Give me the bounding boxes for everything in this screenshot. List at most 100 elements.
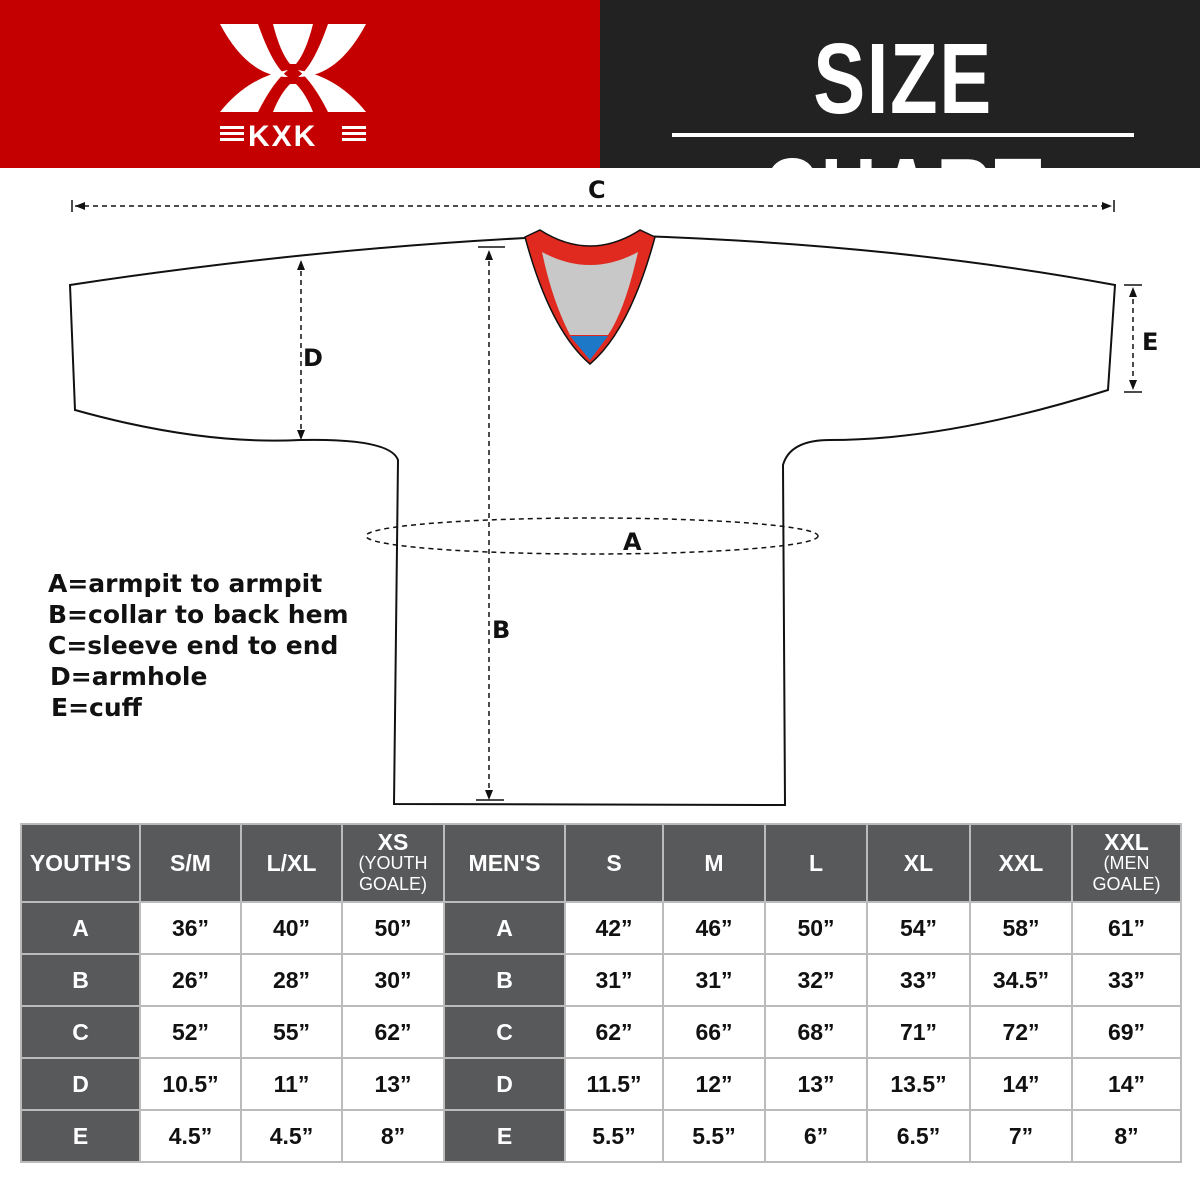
column-header: S/M	[139, 823, 242, 903]
size-table: YOUTH'S S/M L/XL XS (YOUTH GOALE) MEN'S S M L XL XX…	[20, 823, 1182, 1163]
row-label: D	[443, 1057, 566, 1111]
column-header-label: L	[808, 850, 824, 876]
legend-a: A=armpit to armpit	[48, 569, 323, 598]
column-header-label: XL	[903, 850, 934, 876]
table-cell: 46”	[662, 901, 766, 955]
label-b: B	[492, 616, 511, 644]
column-header-label: S/M	[170, 850, 211, 876]
table-cell: 5.5”	[662, 1109, 766, 1163]
column-header-label: S	[606, 850, 622, 876]
table-cell: 26”	[139, 953, 242, 1007]
table-row: B 26” 28” 30” B 31” 31” 32” 33” 34.5” 33”	[20, 953, 1182, 1007]
row-label: D	[20, 1057, 141, 1111]
table-cell: 71”	[866, 1005, 971, 1059]
table-cell: 62”	[564, 1005, 664, 1059]
table-cell: 40”	[240, 901, 343, 955]
table-cell: 13.5”	[866, 1057, 971, 1111]
logo-text: KXK	[248, 120, 318, 153]
legend-b: B=collar to back hem	[48, 600, 349, 629]
table-header-row: YOUTH'S S/M L/XL XS (YOUTH GOALE) MEN'S S M L XL XX…	[20, 823, 1182, 903]
table-cell: 11.5”	[564, 1057, 664, 1111]
table-cell: 30”	[341, 953, 445, 1007]
table-cell: 5.5”	[564, 1109, 664, 1163]
column-header: L/XL	[240, 823, 343, 903]
logo-stripes	[220, 126, 366, 141]
legend-c: C=sleeve end to end	[48, 631, 339, 660]
table-cell: 4.5”	[139, 1109, 242, 1163]
table-cell: 68”	[764, 1005, 868, 1059]
column-header-label: MEN'S	[468, 850, 541, 876]
table-row: C 52” 55” 62” C 62” 66” 68” 71” 72” 69”	[20, 1005, 1182, 1059]
column-header: XS (YOUTH GOALE)	[341, 823, 445, 903]
column-header-label: YOUTH'S	[29, 850, 132, 876]
row-label: E	[20, 1109, 141, 1163]
column-header-label: L/XL	[266, 850, 317, 876]
label-a: A	[623, 528, 642, 556]
row-label: B	[443, 953, 566, 1007]
table-cell: 55”	[240, 1005, 343, 1059]
table-cell: 69”	[1071, 1005, 1182, 1059]
table-cell: 62”	[341, 1005, 445, 1059]
table-cell: 6”	[764, 1109, 868, 1163]
table-cell: 61”	[1071, 901, 1182, 955]
table-cell: 13”	[341, 1057, 445, 1111]
column-header-sub: (MEN	[1103, 853, 1150, 873]
legend-d: D=armhole	[50, 662, 208, 691]
table-cell: 58”	[969, 901, 1073, 955]
table-cell: 28”	[240, 953, 343, 1007]
table-cell: 14”	[1071, 1057, 1182, 1111]
table-row: A 36” 40” 50” A 42” 46” 50” 54” 58” 61”	[20, 901, 1182, 955]
measurement-legend: A=armpit to armpit B=collar to back hem …	[48, 568, 349, 723]
table-cell: 12”	[662, 1057, 766, 1111]
table-cell: 72”	[969, 1005, 1073, 1059]
row-label: B	[20, 953, 141, 1007]
table-cell: 6.5”	[866, 1109, 971, 1163]
table-cell: 31”	[564, 953, 664, 1007]
row-label: A	[443, 901, 566, 955]
legend-e: E=cuff	[51, 693, 142, 722]
table-cell: 33”	[866, 953, 971, 1007]
row-label: C	[443, 1005, 566, 1059]
header-brand-panel: KXK	[0, 0, 600, 168]
row-label: A	[20, 901, 141, 955]
column-header: L	[764, 823, 868, 903]
column-header: S	[564, 823, 664, 903]
table-cell: 13”	[764, 1057, 868, 1111]
title-underline	[672, 133, 1134, 137]
table-cell: 31”	[662, 953, 766, 1007]
column-header: XL	[866, 823, 971, 903]
column-header: XXL	[969, 823, 1073, 903]
column-header: MEN'S	[443, 823, 566, 903]
table-cell: 34.5”	[969, 953, 1073, 1007]
label-d: D	[303, 344, 323, 372]
column-header-label: M	[704, 850, 724, 876]
table-cell: 14”	[969, 1057, 1073, 1111]
table-cell: 52”	[139, 1005, 242, 1059]
table-cell: 50”	[341, 901, 445, 955]
table-cell: 4.5”	[240, 1109, 343, 1163]
row-label: C	[20, 1005, 141, 1059]
label-e: E	[1142, 328, 1159, 356]
row-label: E	[443, 1109, 566, 1163]
column-header: XXL (MEN GOALE)	[1071, 823, 1182, 903]
table-cell: 54”	[866, 901, 971, 955]
page-title: SIZE CHART	[762, 23, 1044, 250]
table-cell: 33”	[1071, 953, 1182, 1007]
table-cell: 8”	[341, 1109, 445, 1163]
table-cell: 7”	[969, 1109, 1073, 1163]
column-header-label: XXL	[1104, 829, 1149, 855]
label-c: C	[588, 176, 606, 204]
kxk-logo	[220, 24, 366, 112]
table-cell: 36”	[139, 901, 242, 955]
table-cell: 8”	[1071, 1109, 1182, 1163]
column-header-sub: GOALE)	[1092, 874, 1161, 894]
column-header-label: XXL	[998, 850, 1044, 876]
header-title-panel	[600, 0, 1200, 168]
column-header: YOUTH'S	[20, 823, 141, 903]
column-header-sub: GOALE)	[358, 874, 428, 894]
table-cell: 50”	[764, 901, 868, 955]
table-row: E 4.5” 4.5” 8” E 5.5” 5.5” 6” 6.5” 7” 8”	[20, 1109, 1182, 1163]
column-header-label: XS	[377, 829, 409, 855]
table-row: D 10.5” 11” 13” D 11.5” 12” 13” 13.5” 14” 14”	[20, 1057, 1182, 1111]
table-cell: 32”	[764, 953, 868, 1007]
